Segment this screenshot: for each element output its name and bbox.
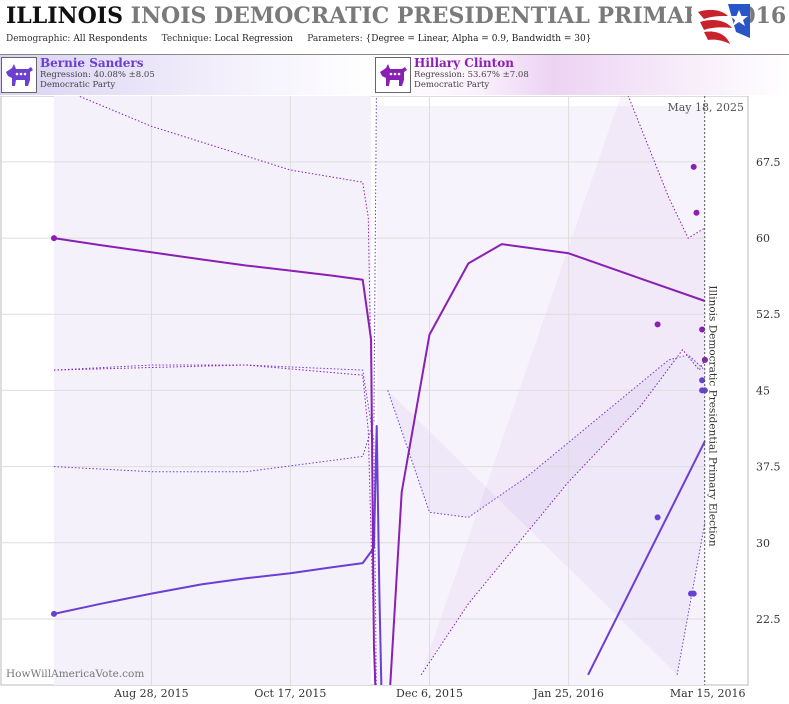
current-date-label: May 18, 2025 <box>667 101 744 114</box>
legend-party-clinton: Democratic Party <box>414 80 490 90</box>
watermark-text: HowWillAmericaVote.com <box>6 668 144 680</box>
demographic-label: Demographic: <box>6 34 71 44</box>
poll-point-clinton-5 <box>701 356 708 363</box>
poll-point-sanders-6 <box>699 377 706 384</box>
ci-upper-sanders <box>53 96 377 473</box>
legend-bar: Bernie Sanders Regression: 40.08% ±8.05 … <box>0 55 789 95</box>
chart-area: 22.5 30 37.5 45 52.5 60 67.5 Aug 28, 2015 Oct 1… <box>0 96 789 704</box>
poll-point-clinton-2 <box>690 163 697 170</box>
x-tick-label-3: Jan 25, 2016 <box>532 687 604 700</box>
technique-value: Local Regression <box>214 34 293 44</box>
poll-point-clinton-3 <box>693 209 700 216</box>
band-tail-sanders <box>387 354 705 675</box>
ci-upper-tail-sanders <box>387 354 706 518</box>
legend-name-sanders: Bernie Sanders <box>40 56 144 70</box>
series-lines <box>53 96 706 685</box>
legend-regression-sanders: Regression: 40.08% ±8.05 <box>40 70 155 80</box>
site-logo-icon <box>692 2 750 52</box>
band-tail-clinton <box>421 96 705 675</box>
y-tick-label-4: 52.5 <box>756 308 781 321</box>
x-tick-label-0: Aug 28, 2015 <box>113 687 189 700</box>
y-axis-labels: 22.5 30 37.5 45 52.5 60 67.5 <box>756 156 781 626</box>
ci-lower-clinton <box>53 364 375 645</box>
poll-point-sanders-5 <box>701 387 708 394</box>
parameters-label: Parameters: <box>307 34 363 44</box>
regression-line-sanders <box>53 425 383 685</box>
band-right-fill <box>376 106 705 685</box>
parameters-value: {Degree = Linear, Alpha = 0.9, Bandwidth… <box>365 34 592 44</box>
chart-header: ILLINOIS INOIS DEMOCRATIC PRESIDENTIAL P… <box>0 0 789 55</box>
grid-lines <box>1 96 706 685</box>
legend-regression-clinton: Regression: 53.67% ±7.08 <box>414 70 529 80</box>
donkey-icon <box>375 57 411 93</box>
poll-point-clinton-0 <box>51 235 57 242</box>
poll-point-sanders-3 <box>690 590 697 597</box>
poll-point-clinton-1 <box>654 321 661 328</box>
y-tick-label-1: 30 <box>756 537 770 550</box>
ci-lower-tail-sanders <box>676 522 706 675</box>
ci-lower-tail-clinton <box>420 348 706 676</box>
title-state: ILLINOIS <box>6 3 123 29</box>
x-tick-label-1: Oct 17, 2015 <box>254 687 326 700</box>
y-tick-label-5: 60 <box>756 232 770 245</box>
legend-party-sanders: Democratic Party <box>40 80 116 90</box>
poll-point-clinton-4 <box>699 326 706 333</box>
series-points <box>51 163 708 617</box>
election-day-label: Illinois Democratic Presidential Primary… <box>707 285 719 546</box>
y-tick-label-6: 67.5 <box>756 156 781 169</box>
y-tick-label-3: 45 <box>756 384 770 397</box>
regression-tail-sanders <box>587 440 706 676</box>
donkey-icon <box>1 57 37 93</box>
y-tick-label-0: 22.5 <box>756 613 781 626</box>
poll-point-sanders-0 <box>51 610 57 617</box>
x-tick-label-4: Mar 15, 2016 <box>670 687 746 700</box>
chart-title: ILLINOIS INOIS DEMOCRATIC PRESIDENTIAL P… <box>6 3 786 29</box>
y-tick-label-2: 37.5 <box>756 461 781 474</box>
parameters-line: Demographic: All Respondents Technique: … <box>6 34 591 44</box>
x-tick-label-2: Dec 6, 2015 <box>396 687 463 700</box>
title-election: INOIS DEMOCRATIC PRESIDENTIAL PRIMARY 20… <box>130 3 787 29</box>
x-axis-labels: Aug 28, 2015 Oct 17, 2015 Dec 6, 2015 Jan 2… <box>113 687 745 700</box>
regression-tail-clinton <box>389 243 706 685</box>
regression-line-clinton <box>53 237 377 685</box>
demographic-value: All Respondents <box>73 34 148 44</box>
poll-point-sanders-1 <box>654 514 661 521</box>
ci-upper-clinton <box>77 96 375 543</box>
legend-name-clinton: Hillary Clinton <box>414 56 514 70</box>
ci-upper-tail-clinton <box>627 96 706 239</box>
technique-label: Technique: <box>161 34 212 44</box>
